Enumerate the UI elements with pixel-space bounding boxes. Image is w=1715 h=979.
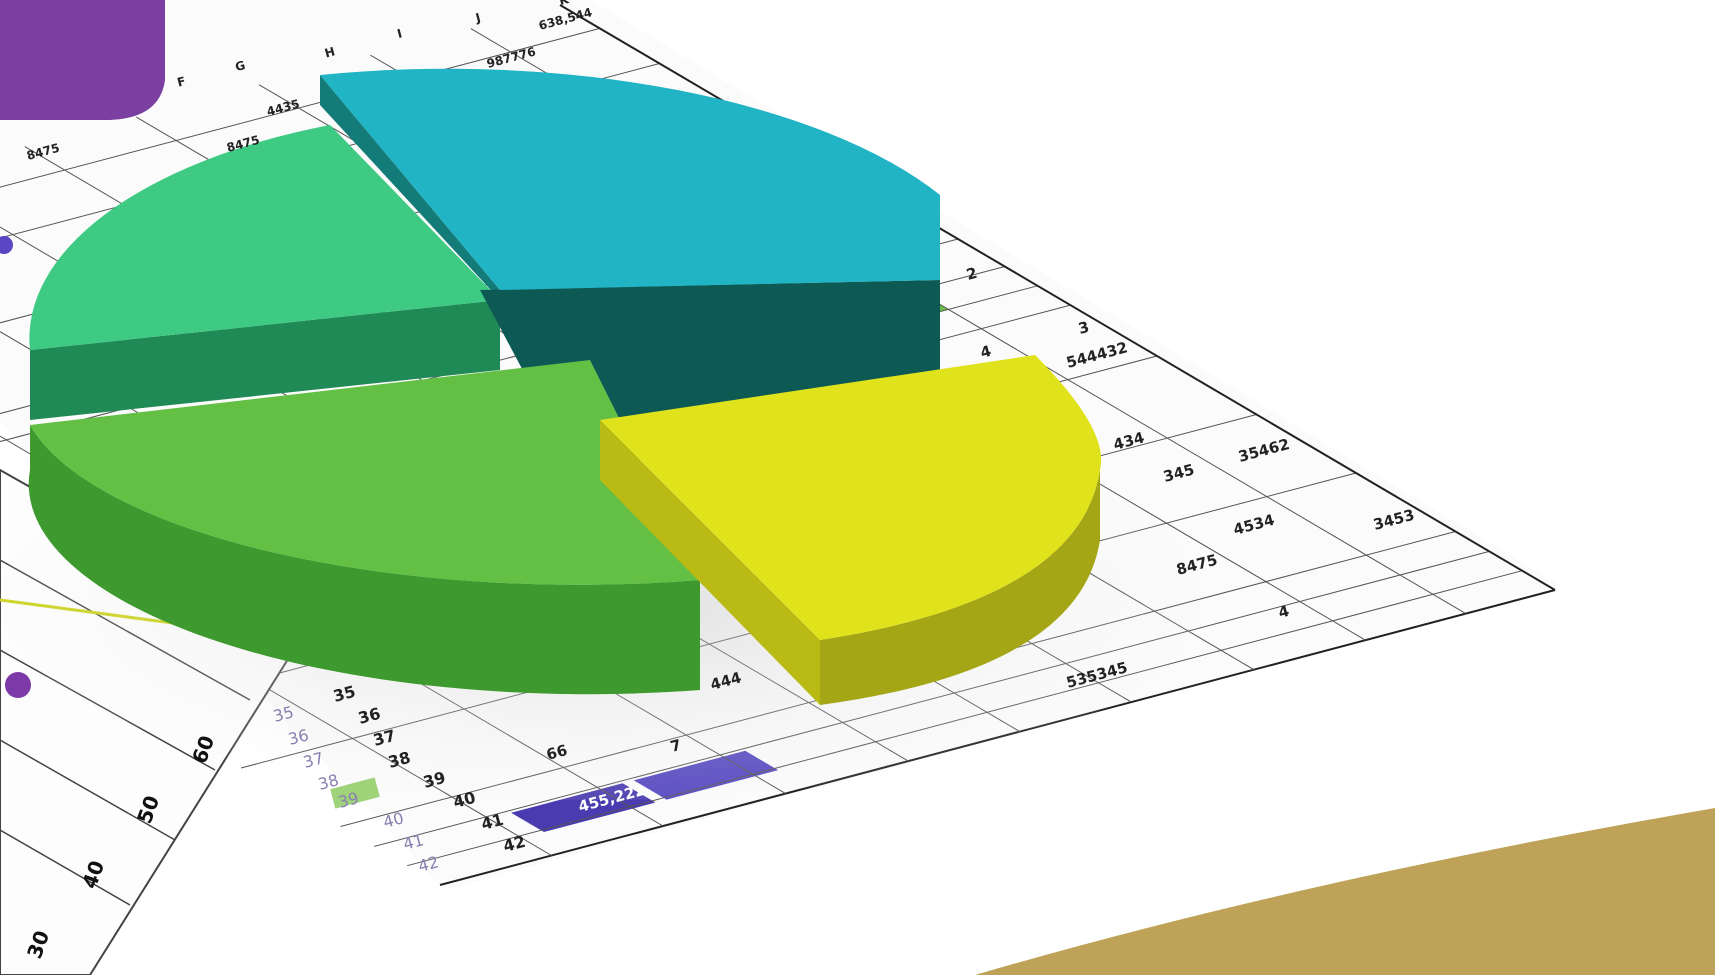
pie-slice-side	[320, 75, 500, 300]
row-number: 39	[336, 788, 361, 812]
purple-object	[0, 0, 165, 120]
pie-slice-side	[28, 425, 701, 695]
pie-slice	[29, 125, 500, 350]
column-header: H	[323, 44, 336, 60]
cell: 2	[964, 264, 979, 284]
pie-slice-side	[820, 470, 1100, 705]
row-number: 42	[416, 852, 441, 876]
row-number: 35	[271, 702, 296, 726]
row-number: 41	[401, 830, 426, 854]
column-header: F	[176, 74, 188, 90]
row-number: 40	[381, 808, 406, 832]
pie-slice	[30, 360, 700, 585]
graph-point	[5, 672, 31, 698]
column-header: K	[558, 0, 571, 8]
pie-slice	[600, 355, 1102, 640]
row-number: 37	[301, 748, 326, 772]
gold-band	[975, 808, 1715, 975]
column-header: I	[396, 26, 404, 41]
graph-point	[0, 236, 13, 254]
selected-row	[330, 777, 380, 809]
row-number: 38	[316, 770, 341, 794]
cell: 66	[544, 741, 569, 764]
column-header: G	[234, 58, 247, 74]
pie-slice	[320, 68, 940, 290]
cell: 3	[1076, 318, 1091, 338]
cell: 7	[668, 736, 683, 756]
pie-slice-side	[30, 300, 500, 420]
column-header: J	[473, 11, 482, 26]
row-number: 36	[286, 725, 311, 749]
cell: 4	[978, 342, 993, 362]
pie-slice-side	[600, 420, 820, 705]
cell: 4	[1276, 602, 1291, 622]
